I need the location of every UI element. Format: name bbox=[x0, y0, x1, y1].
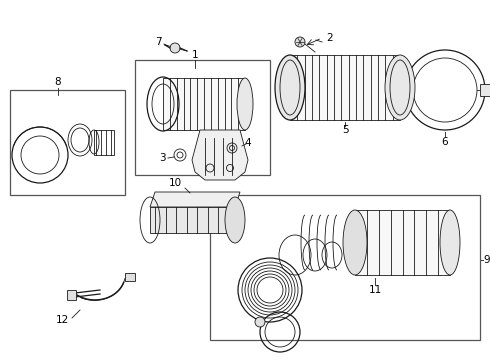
Bar bbox=[94, 130, 114, 155]
Bar bbox=[135, 60, 270, 175]
Circle shape bbox=[170, 43, 180, 53]
Text: 1: 1 bbox=[192, 50, 198, 60]
Bar bbox=[67, 290, 76, 300]
Ellipse shape bbox=[237, 78, 253, 130]
Ellipse shape bbox=[440, 210, 460, 275]
Bar bbox=[480, 84, 490, 96]
Bar bbox=[125, 273, 135, 281]
Ellipse shape bbox=[275, 55, 305, 120]
Text: 6: 6 bbox=[441, 137, 448, 147]
Text: 2: 2 bbox=[327, 33, 333, 43]
Polygon shape bbox=[192, 130, 248, 180]
Polygon shape bbox=[150, 207, 235, 233]
Text: 8: 8 bbox=[55, 77, 61, 87]
Text: 11: 11 bbox=[368, 285, 382, 295]
Text: 5: 5 bbox=[342, 125, 348, 135]
Bar bbox=[163, 78, 245, 130]
Ellipse shape bbox=[385, 55, 415, 120]
Polygon shape bbox=[150, 192, 240, 207]
Text: 7: 7 bbox=[155, 37, 161, 47]
Ellipse shape bbox=[343, 210, 367, 275]
Circle shape bbox=[255, 317, 265, 327]
Bar bbox=[210, 195, 480, 340]
Text: 10: 10 bbox=[169, 178, 182, 188]
Bar bbox=[290, 55, 400, 120]
Text: 9: 9 bbox=[484, 255, 490, 265]
Circle shape bbox=[295, 37, 305, 47]
Text: 3: 3 bbox=[159, 153, 165, 163]
Bar bbox=[10, 90, 125, 195]
Text: 12: 12 bbox=[55, 315, 69, 325]
Ellipse shape bbox=[225, 197, 245, 243]
Bar bbox=[355, 210, 450, 275]
Text: 4: 4 bbox=[245, 138, 251, 148]
